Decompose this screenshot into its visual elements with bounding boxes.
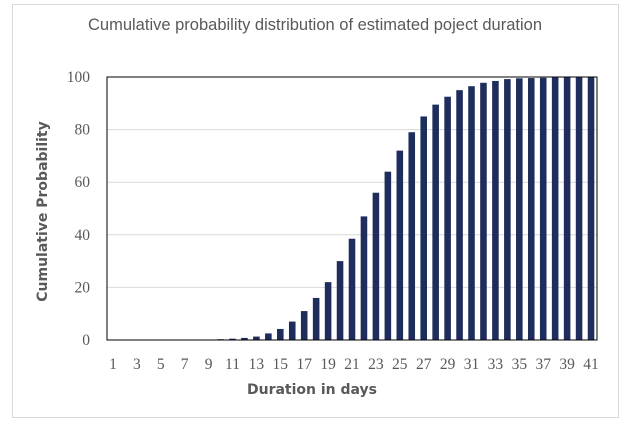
y-tick-label: 80: [75, 122, 91, 139]
bar: [348, 238, 356, 340]
bar: [516, 78, 523, 340]
y-tick-label: 0: [82, 332, 90, 349]
bar: [229, 338, 236, 340]
bar: [372, 192, 380, 340]
bar: [384, 171, 392, 340]
x-tick-label: 15: [273, 356, 289, 373]
bar: [587, 77, 595, 340]
x-tick-label: 19: [320, 356, 336, 373]
bar: [563, 77, 571, 340]
x-tick-label: 1: [109, 356, 117, 373]
x-tick-label: 5: [157, 356, 165, 373]
bar: [420, 116, 427, 340]
x-tick-label: 29: [440, 356, 456, 373]
bar: [492, 80, 499, 340]
y-axis-title: Cumulative Probability: [35, 121, 51, 302]
x-tick-label: 35: [512, 356, 528, 373]
x-tick-label: 13: [249, 356, 265, 373]
x-tick-label: 39: [559, 356, 575, 373]
bar: [336, 261, 344, 340]
bar: [539, 77, 547, 340]
bar: [324, 282, 332, 340]
bar: [265, 333, 272, 340]
x-tick-label: 3: [133, 356, 141, 373]
bar: [396, 150, 404, 340]
plot-area-border: [106, 76, 598, 341]
bar: [288, 321, 296, 340]
bar: [575, 77, 583, 340]
bar: [241, 337, 248, 340]
bar: [456, 90, 463, 341]
bar: [468, 86, 475, 340]
x-tick-label: 9: [205, 356, 213, 373]
bar: [527, 78, 535, 340]
y-tick-label: 60: [75, 174, 91, 191]
bar: [444, 96, 451, 340]
bar: [360, 216, 368, 340]
bar: [408, 132, 416, 340]
y-tick-label: 40: [75, 227, 91, 244]
bar: [300, 311, 308, 340]
bar: [480, 82, 487, 340]
bar: [551, 77, 559, 340]
y-tick-label: 20: [75, 279, 91, 296]
x-tick-label: 31: [464, 356, 480, 373]
x-tick-label: 11: [225, 356, 240, 373]
x-tick-label: 21: [344, 356, 360, 373]
x-tick-label: 33: [488, 356, 504, 373]
x-tick-label: 25: [392, 356, 408, 373]
x-tick-label: 7: [181, 356, 189, 373]
y-tick-label: 100: [67, 69, 91, 86]
x-tick-label: 41: [583, 356, 599, 373]
x-tick-label: 37: [535, 356, 551, 373]
x-tick-label: 17: [296, 356, 312, 373]
x-tick-label: 23: [368, 356, 384, 373]
x-axis-title: Duration in days: [247, 382, 377, 398]
bar: [253, 336, 260, 340]
bar: [504, 79, 511, 340]
bar: [277, 328, 284, 340]
x-tick-label: 27: [416, 356, 432, 373]
bar: [312, 297, 320, 340]
bar: [432, 104, 439, 341]
chart-title: Cumulative probability distribution of e…: [88, 16, 542, 34]
